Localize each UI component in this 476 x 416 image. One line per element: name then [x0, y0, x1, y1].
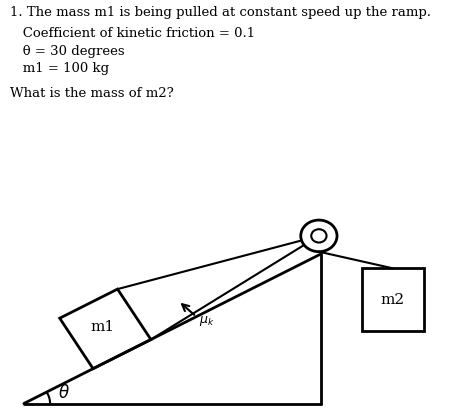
Bar: [361, 268, 423, 331]
Text: m2: m2: [380, 292, 404, 307]
Text: 1. The mass m1 is being pulled at constant speed up the ramp.: 1. The mass m1 is being pulled at consta…: [10, 6, 430, 19]
Text: $\theta$: $\theta$: [58, 384, 70, 402]
Text: What is the mass of m2?: What is the mass of m2?: [10, 87, 173, 100]
Circle shape: [311, 229, 326, 243]
Text: θ = 30 degrees: θ = 30 degrees: [10, 45, 124, 57]
Text: $\mu_k$: $\mu_k$: [198, 314, 214, 328]
Text: m1: m1: [90, 320, 115, 334]
Polygon shape: [60, 289, 150, 369]
Circle shape: [300, 220, 337, 252]
Text: m1 = 100 kg: m1 = 100 kg: [10, 62, 109, 75]
Text: Coefficient of kinetic friction = 0.1: Coefficient of kinetic friction = 0.1: [10, 27, 254, 40]
